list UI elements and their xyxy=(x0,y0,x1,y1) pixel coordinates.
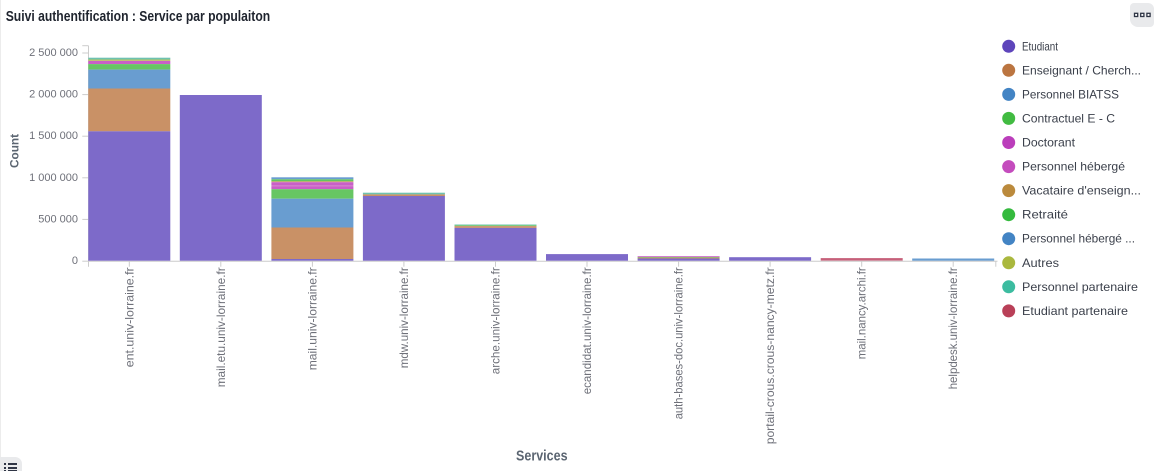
svg-text:Personnel hébergé ...: Personnel hébergé ... xyxy=(1022,232,1135,246)
svg-text:auth-bases-doc.univ-lorraine.f: auth-bases-doc.univ-lorraine.fr xyxy=(672,267,686,419)
svg-text:1 500 000: 1 500 000 xyxy=(29,130,78,142)
svg-text:mail.etu.univ-lorraine.fr: mail.etu.univ-lorraine.fr xyxy=(214,267,228,387)
svg-text:Vacataire d'enseign...: Vacataire d'enseign... xyxy=(1022,184,1141,198)
svg-text:1 000 000: 1 000 000 xyxy=(29,172,78,184)
svg-text:portail-crous.crous-nancy-metz: portail-crous.crous-nancy-metz.fr xyxy=(763,267,777,444)
svg-text:Personnel BIATSS: Personnel BIATSS xyxy=(1022,87,1119,101)
svg-text:ecandidat.univ-lorraine.fr: ecandidat.univ-lorraine.fr xyxy=(580,267,594,394)
svg-text:Contractuel E - C: Contractuel E - C xyxy=(1022,111,1115,125)
svg-text:2 500 000: 2 500 000 xyxy=(29,47,78,59)
svg-text:Etudiant partenaire: Etudiant partenaire xyxy=(1022,304,1128,318)
svg-text:ent.univ-lorraine.fr: ent.univ-lorraine.fr xyxy=(122,267,136,367)
svg-text:2 000 000: 2 000 000 xyxy=(29,89,78,101)
svg-text:arche.univ-lorraine.fr: arche.univ-lorraine.fr xyxy=(489,267,503,374)
svg-text:Enseignant / Cherch...: Enseignant / Cherch... xyxy=(1022,63,1141,77)
svg-text:mail.univ-lorraine.fr: mail.univ-lorraine.fr xyxy=(305,267,319,370)
svg-text:Personnel hébergé: Personnel hébergé xyxy=(1022,160,1125,174)
svg-text:0: 0 xyxy=(72,255,78,267)
svg-text:mail.nancy.archi.fr: mail.nancy.archi.fr xyxy=(855,267,869,359)
svg-text:mdw.univ-lorraine.fr: mdw.univ-lorraine.fr xyxy=(397,267,411,368)
svg-text:Suivi authentification : Servi: Suivi authentification : Service par pop… xyxy=(6,8,271,25)
svg-text:Count: Count xyxy=(8,134,22,168)
svg-text:Personnel partenaire: Personnel partenaire xyxy=(1022,280,1138,294)
svg-text:Etudiant: Etudiant xyxy=(1022,39,1059,53)
svg-text:Autres: Autres xyxy=(1022,256,1059,270)
svg-text:helpdesk.univ-lorraine.fr: helpdesk.univ-lorraine.fr xyxy=(946,267,960,389)
svg-text:Services: Services xyxy=(516,447,568,464)
svg-text:Retraité: Retraité xyxy=(1022,208,1068,222)
svg-text:Doctorant: Doctorant xyxy=(1022,136,1076,150)
svg-text:500 000: 500 000 xyxy=(38,213,78,225)
